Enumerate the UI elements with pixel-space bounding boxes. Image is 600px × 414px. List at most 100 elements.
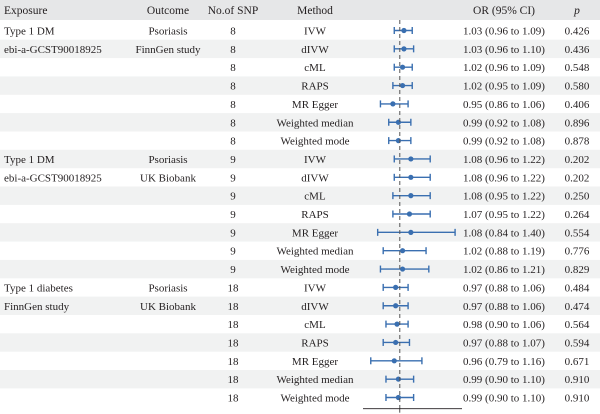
or-point xyxy=(393,339,399,346)
or-point xyxy=(394,321,400,327)
row-band xyxy=(0,370,600,389)
or-ci-label: 1.02 (0.86 to 1.21) xyxy=(463,264,545,276)
or-ci-label: 1.07 (0.95 to 1.22) xyxy=(463,209,545,221)
outcome-label: Psoriasis xyxy=(148,282,187,294)
method-label: dIVW xyxy=(301,44,329,56)
or-point xyxy=(401,27,407,34)
nsnp-value: 8 xyxy=(230,99,236,111)
nsnp-value: 18 xyxy=(228,374,240,386)
or-ci-label: 0.99 (0.92 to 1.08) xyxy=(463,117,545,129)
p-value: 0.554 xyxy=(565,227,590,239)
p-value: 0.896 xyxy=(565,117,590,129)
table-header: Exposure Outcome No.of SNP Method OR (95… xyxy=(4,5,580,17)
header-method: Method xyxy=(297,5,333,17)
header-exposure: Exposure xyxy=(4,5,47,17)
nsnp-value: 9 xyxy=(230,264,236,276)
nsnp-value: 18 xyxy=(228,393,240,405)
row-band xyxy=(0,76,600,95)
exposure-label: Type 1 DM xyxy=(4,26,55,38)
or-point xyxy=(408,229,414,235)
header-background xyxy=(0,0,600,20)
or-point xyxy=(399,248,406,254)
row-band xyxy=(0,296,600,315)
or-point xyxy=(408,156,414,162)
forest-marks xyxy=(370,27,456,401)
method-label: dIVW xyxy=(301,301,329,313)
row-band xyxy=(0,186,600,205)
header-p: p xyxy=(573,5,580,17)
method-label: RAPS xyxy=(301,337,329,349)
exposure-label: ebi-a-GCST90018925 xyxy=(4,172,102,184)
or-point xyxy=(393,284,399,290)
method-label: cML xyxy=(304,62,326,74)
method-label: RAPS xyxy=(301,209,329,221)
nsnp-value: 18 xyxy=(228,301,240,313)
nsnp-value: 8 xyxy=(230,62,236,74)
or-ci-label: 1.08 (0.96 to 1.22) xyxy=(463,172,545,184)
nsnp-value: 9 xyxy=(230,209,236,221)
nsnp-value: 8 xyxy=(230,26,236,38)
nsnp-value: 18 xyxy=(228,319,240,331)
or-point xyxy=(399,266,406,272)
method-label: Weighted mode xyxy=(280,264,349,276)
nsnp-value: 8 xyxy=(230,44,236,56)
or-ci-label: 0.97 (0.88 to 1.07) xyxy=(463,337,545,349)
or-ci-label: 0.99 (0.90 to 1.10) xyxy=(463,374,545,386)
p-value: 0.910 xyxy=(565,374,590,386)
method-label: RAPS xyxy=(301,81,329,93)
or-point xyxy=(390,101,396,107)
p-value: 0.484 xyxy=(565,282,590,294)
or-ci-label: 1.08 (0.84 to 1.40) xyxy=(463,227,545,239)
or-ci-label: 1.03 (0.96 to 1.10) xyxy=(463,44,545,56)
row-band xyxy=(0,149,600,169)
method-label: MR Egger xyxy=(292,356,338,368)
p-value: 0.564 xyxy=(565,319,590,331)
row-band xyxy=(0,113,600,132)
method-label: Weighted median xyxy=(276,117,354,129)
method-label: dIVW xyxy=(301,172,329,184)
row-band xyxy=(0,39,600,59)
or-point xyxy=(406,211,413,217)
or-ci-label: 0.97 (0.88 to 1.06) xyxy=(463,282,545,294)
or-ci-label: 1.02 (0.95 to 1.09) xyxy=(463,81,545,93)
nsnp-value: 18 xyxy=(228,337,240,349)
method-label: Weighted median xyxy=(276,374,354,386)
p-value: 0.202 xyxy=(565,154,590,166)
or-ci-label: 0.97 (0.88 to 1.06) xyxy=(463,301,545,313)
outcome-label: Psoriasis xyxy=(148,26,187,38)
method-label: Weighted mode xyxy=(280,136,349,148)
or-ci-label: 1.02 (0.88 to 1.19) xyxy=(463,246,545,258)
or-ci-label: 1.02 (0.96 to 1.09) xyxy=(463,62,545,74)
header-outcome: Outcome xyxy=(147,5,189,17)
p-value: 0.580 xyxy=(565,81,590,93)
or-ci-label: 1.08 (0.96 to 1.22) xyxy=(463,154,545,166)
p-value: 0.202 xyxy=(565,172,590,184)
nsnp-value: 9 xyxy=(230,154,236,166)
nsnp-value: 8 xyxy=(230,136,236,148)
exposure-label: ebi-a-GCST90018925 xyxy=(4,44,102,56)
nsnp-value: 8 xyxy=(230,117,236,129)
method-label: Weighted median xyxy=(276,246,354,258)
method-label: MR Egger xyxy=(292,227,338,239)
nsnp-value: 18 xyxy=(228,282,240,294)
exposure-label: Type 1 DM xyxy=(4,154,55,166)
outcome-label: Psoriasis xyxy=(148,154,187,166)
nsnp-value: 18 xyxy=(228,356,240,368)
nsnp-value: 9 xyxy=(230,191,236,203)
nsnp-value: 9 xyxy=(230,246,236,258)
or-ci-label: 0.96 (0.79 to 1.16) xyxy=(463,356,545,368)
row-band xyxy=(0,259,600,279)
p-value: 0.436 xyxy=(565,44,590,56)
nsnp-value: 9 xyxy=(230,227,236,239)
method-label: MR Egger xyxy=(292,99,338,111)
nsnp-value: 9 xyxy=(230,172,236,184)
method-label: IVW xyxy=(304,282,327,294)
or-ci-label: 0.99 (0.92 to 1.08) xyxy=(463,136,545,148)
p-value: 0.264 xyxy=(565,209,590,221)
row-band xyxy=(0,223,600,242)
p-value: 0.426 xyxy=(565,26,590,38)
p-value: 0.474 xyxy=(565,301,590,313)
row-bands xyxy=(0,39,600,389)
nsnp-value: 8 xyxy=(230,81,236,93)
